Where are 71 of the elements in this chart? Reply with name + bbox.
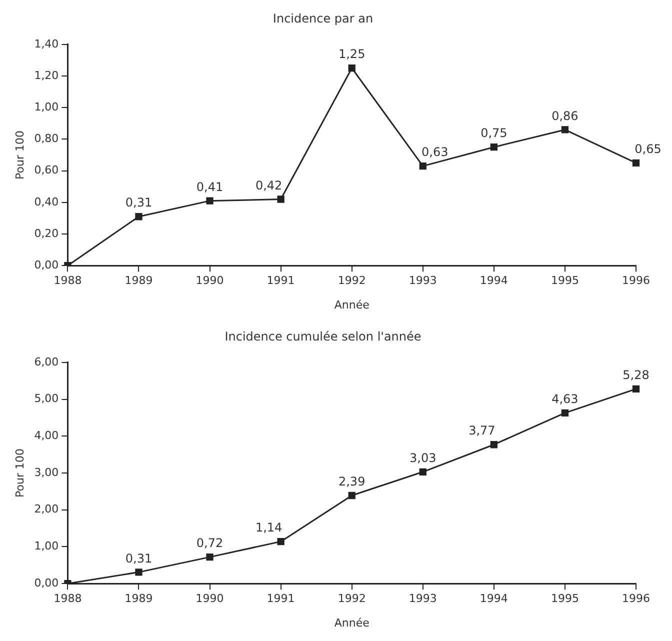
y-axis-title: Pour 100	[13, 448, 26, 498]
data-label: 3,77	[468, 424, 496, 438]
data-label: 0,31	[125, 196, 152, 210]
y-tick-label: 1,40	[34, 37, 59, 50]
y-tick-label: 0,00	[34, 258, 59, 272]
x-tick-label: 1988	[54, 274, 82, 288]
point	[135, 568, 142, 576]
x-tick-label: 1988	[54, 592, 82, 606]
x-tick-label: 1989	[124, 592, 153, 606]
data-label: 5,28	[622, 368, 650, 382]
data-label: 4,63	[552, 392, 578, 406]
data-label: 0,31	[125, 551, 152, 566]
y-tick-label: 4,00	[34, 428, 59, 442]
x-tick-label: 1996	[622, 592, 650, 606]
point	[490, 144, 498, 151]
x-tick-label: 1995	[550, 274, 579, 288]
data-label: 0,72	[196, 536, 224, 550]
x-tick-label: 1996	[622, 274, 650, 288]
data-label: 0,75	[480, 126, 508, 140]
data-label: 0,41	[196, 180, 224, 194]
y-tick-label: 0,60	[34, 164, 59, 177]
x-tick-label: 1993	[408, 274, 437, 288]
x-tick-label: 1990	[196, 592, 224, 606]
point	[561, 409, 569, 416]
x-tick-label: 1992	[338, 274, 366, 288]
x-tick-label: 1991	[266, 592, 295, 606]
point	[135, 213, 142, 220]
x-tick-label: 1994	[480, 592, 508, 606]
x-tick-label: 1993	[408, 592, 437, 606]
data-label: 0,42	[255, 178, 282, 192]
y-axis-title: Pour 100	[13, 130, 26, 180]
point	[419, 468, 426, 476]
y-tick-label: 1,00	[34, 540, 59, 553]
point	[206, 553, 214, 561]
y-tick-label: 1,00	[34, 100, 59, 114]
y-tick-label: 0,20	[34, 226, 59, 240]
data-label: 0,86	[552, 108, 578, 123]
data-label: 2,39	[338, 474, 366, 489]
x-tick-label: 1990	[196, 274, 224, 288]
y-tick-label: 1,20	[34, 68, 59, 82]
chart-title: Incidence par an	[272, 11, 374, 26]
x-tick-label: 1994	[480, 274, 508, 288]
data-label: 0,65	[634, 142, 662, 156]
point	[632, 159, 640, 166]
x-tick-label: 1995	[550, 592, 579, 606]
y-tick-label: 0,80	[34, 132, 59, 146]
y-tick-label: 3,00	[34, 466, 59, 479]
y-tick-label: 0,00	[34, 576, 59, 590]
point	[206, 197, 214, 204]
point	[561, 126, 569, 134]
point	[419, 162, 426, 170]
y-tick-label: 6,00	[34, 355, 59, 368]
point	[277, 196, 284, 203]
data-label: 0,63	[422, 145, 448, 160]
chart-title: Incidence cumulée selon l'année	[224, 329, 422, 344]
point	[490, 441, 498, 448]
point	[277, 538, 284, 546]
x-tick-label: 1991	[266, 274, 295, 288]
y-tick-label: 5,00	[34, 392, 59, 406]
point	[348, 64, 356, 72]
data-label: 1,14	[255, 520, 282, 535]
point	[632, 385, 640, 393]
x-tick-label: 1992	[338, 592, 366, 606]
data-label: 1,25	[338, 47, 366, 62]
point	[348, 492, 356, 500]
y-tick-label: 2,00	[34, 502, 59, 516]
data-label: 3,03	[410, 451, 436, 466]
x-tick-label: 1989	[124, 274, 153, 288]
x-axis-title: Année	[334, 298, 370, 312]
x-axis-title: Année	[334, 616, 370, 630]
y-tick-label: 0,40	[34, 195, 59, 208]
